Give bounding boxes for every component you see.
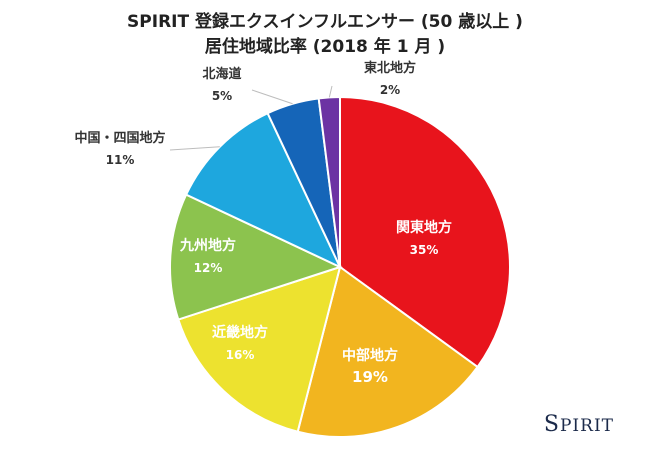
slice-label-6: 北海道 [202,66,241,82]
slice-value-label-6: 5% [212,89,232,103]
slice-label-5: 中国・四国地方 [74,130,165,146]
slice-label-4: 九州地方 [179,237,236,254]
slice-label-7: 東北地方 [364,60,416,76]
slice-label-1: 関東地方 [396,219,452,236]
chart-subtitle: 居住地域比率 (2018 年 1 月 ) [204,37,446,57]
slice-value-label-4: 12% [194,261,223,275]
pie-slice-4 [169,193,343,321]
pie-slice-5 [184,111,343,270]
chart-title: SPIRIT 登録エクスインフルエンサー (50 歳以上 ) [127,12,523,32]
slice-value-label-1: 35% [410,243,439,257]
slice-value-label-3: 16% [226,348,255,362]
slice-value-label-5: 11% [106,153,135,167]
leader-line-6 [251,89,293,105]
leader-line-7 [328,85,333,98]
pie-slice-2 [296,265,479,438]
slice-label-3: 近畿地方 [212,324,268,341]
spirit-logo: SPIRIT [543,412,614,437]
slice-label-2: 中部地方 [342,347,398,364]
pie-slice-3 [177,265,342,433]
pie-slices [169,95,511,438]
leader-line-5 [169,146,220,151]
slice-value-label-7: 2% [380,83,400,97]
slice-value-label-2: 19% [352,368,388,386]
pie-slice-7 [317,95,341,268]
pie-slice-1 [339,95,511,369]
